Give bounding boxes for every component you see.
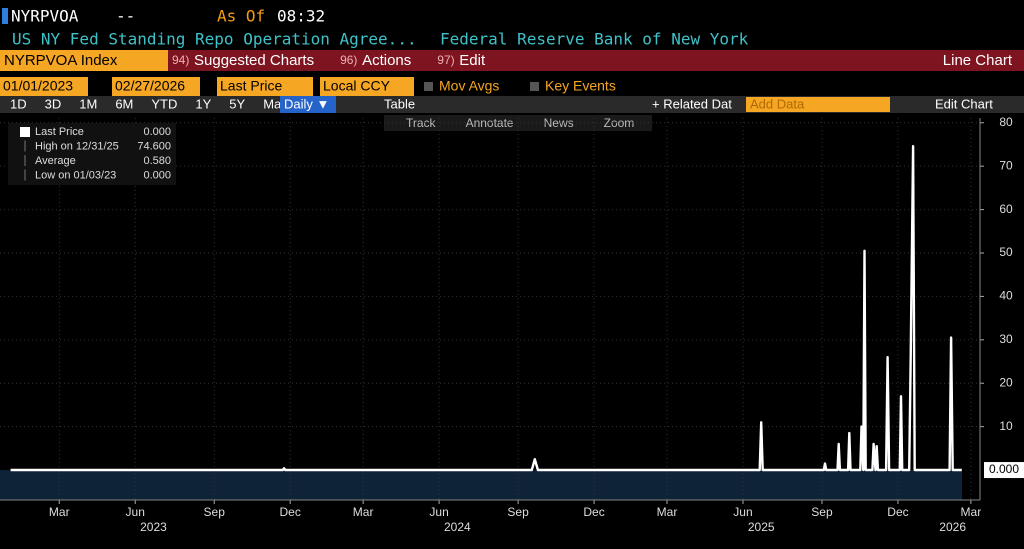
menu-number[interactable]: 97) [437, 53, 454, 67]
chart-tool[interactable]: News [544, 116, 574, 130]
x-tick-label: Sep [507, 505, 529, 519]
start-box[interactable] [0, 77, 88, 96]
period-button[interactable]: 6M [115, 96, 133, 111]
last-value-box [984, 462, 1024, 479]
add-data[interactable]: Add Data [750, 96, 805, 111]
x-tick-label: Mar [49, 505, 70, 519]
stats: Last Price 0.000 High on 12/31/25 74.600 Aver… [20, 126, 171, 181]
menu-number[interactable]: 94) [172, 53, 189, 67]
toolbar-bar [0, 50, 1024, 71]
price-line [10, 145, 962, 472]
menus: 94) Suggested Charts 96) Actions 97) Edit [172, 52, 486, 69]
stat-label: High on [35, 140, 73, 152]
y-tick-label: 10 [999, 419, 1013, 433]
table-button[interactable]: Table [384, 96, 415, 111]
menu-label[interactable]: Suggested Charts [194, 52, 314, 69]
stat-date: 12/31/25 [76, 140, 119, 152]
x-tick-label: Jun [429, 505, 448, 519]
year-label: 2025 [748, 520, 775, 534]
frequency[interactable]: Daily ▼ [284, 96, 329, 111]
x-tick-label: Sep [204, 505, 226, 519]
field-box[interactable] [217, 77, 313, 96]
chart-tools: Track Annotate News Zoom [406, 116, 634, 130]
period-button[interactable]: YTD [151, 96, 177, 111]
ticker: NYRPVOA [11, 7, 79, 26]
x-tick-label: Jun [733, 505, 752, 519]
x-tick-label: Mar [657, 505, 678, 519]
checkbox[interactable] [424, 82, 433, 91]
period-button[interactable]: 5Y [229, 96, 245, 111]
x-tick-label: Mar [353, 505, 374, 519]
y-tick-label: 70 [999, 158, 1013, 172]
x-tick-label: Dec [280, 505, 301, 519]
end-box[interactable] [112, 77, 200, 96]
year-label: 2026 [939, 520, 966, 534]
y-tick-label: 80 [999, 115, 1013, 129]
x-tick-label: Jun [126, 505, 145, 519]
legend-swatch [20, 127, 30, 137]
field[interactable]: Last Price [220, 78, 282, 94]
add-data-box[interactable] [746, 97, 890, 112]
chart-tool[interactable]: Track [406, 116, 437, 130]
stat-value: 0.000 [143, 126, 171, 138]
y-tick-label: 40 [999, 289, 1013, 303]
end-date[interactable]: 02/27/2026 [115, 78, 185, 94]
chart-kind[interactable]: Line Chart [943, 52, 1013, 69]
menu-label[interactable]: Actions [362, 52, 411, 69]
mov-avgs[interactable]: Mov Avgs [439, 78, 499, 94]
currency[interactable]: Local CCY [323, 78, 391, 94]
stat-value: 0.580 [143, 155, 171, 167]
stat-value: 74.600 [137, 140, 171, 152]
cursor [2, 8, 8, 24]
security-box[interactable] [0, 50, 168, 71]
currency-box[interactable] [320, 77, 414, 96]
y-tick-label: 50 [999, 245, 1013, 259]
menu-label[interactable]: Edit [459, 52, 486, 69]
stat-label: Average [35, 155, 76, 167]
time: 08:32 [277, 7, 325, 26]
change: -- [116, 7, 135, 26]
x-tick-label: Sep [811, 505, 833, 519]
period-button[interactable]: 1D [10, 96, 27, 111]
stat-label: Last Price [35, 126, 84, 138]
period-button[interactable]: 1M [79, 96, 97, 111]
checkbox[interactable] [530, 82, 539, 91]
stat-value: 0.000 [143, 169, 171, 181]
y-tick-label: 20 [999, 375, 1013, 389]
y-tick-label: 30 [999, 332, 1013, 346]
menu-number[interactable]: 96) [340, 53, 357, 67]
y-tick-label: 60 [999, 202, 1013, 216]
x-tick-label: Dec [583, 505, 604, 519]
related-data[interactable]: + Related Dat [652, 96, 732, 111]
baseline-area [0, 470, 962, 500]
start-date[interactable]: 01/01/2023 [3, 78, 73, 94]
plot: 10 20 30 40 50 60 70 80 Mar Jun Sep Dec Mar Jun Sep Dec… [0, 115, 1024, 534]
as-of: As Of [217, 7, 265, 26]
year-label: 2023 [140, 520, 167, 534]
chart-tool[interactable]: Annotate [466, 116, 514, 130]
chart-tool[interactable]: Zoom [604, 116, 635, 130]
stat-date: 01/03/23 [73, 169, 116, 181]
edit-chart[interactable]: Edit Chart [935, 96, 993, 111]
period-button[interactable]: 3D [45, 96, 62, 111]
legend-box [8, 123, 176, 185]
last-value-label: 0.000 [989, 462, 1019, 476]
x-tick-label: Dec [887, 505, 908, 519]
year-label: 2024 [444, 520, 471, 534]
description: US NY Fed Standing Repo Operation Agree.… [12, 30, 417, 49]
security[interactable]: NYRPVOA Index [4, 52, 118, 69]
stat-label: Low on [35, 169, 70, 181]
key-events[interactable]: Key Events [545, 78, 616, 94]
source: Federal Reserve Bank of New York [440, 30, 749, 49]
x-tick-label: Mar [961, 505, 982, 519]
frequency-box[interactable] [280, 96, 336, 113]
period-button[interactable]: 1Y [195, 96, 211, 111]
